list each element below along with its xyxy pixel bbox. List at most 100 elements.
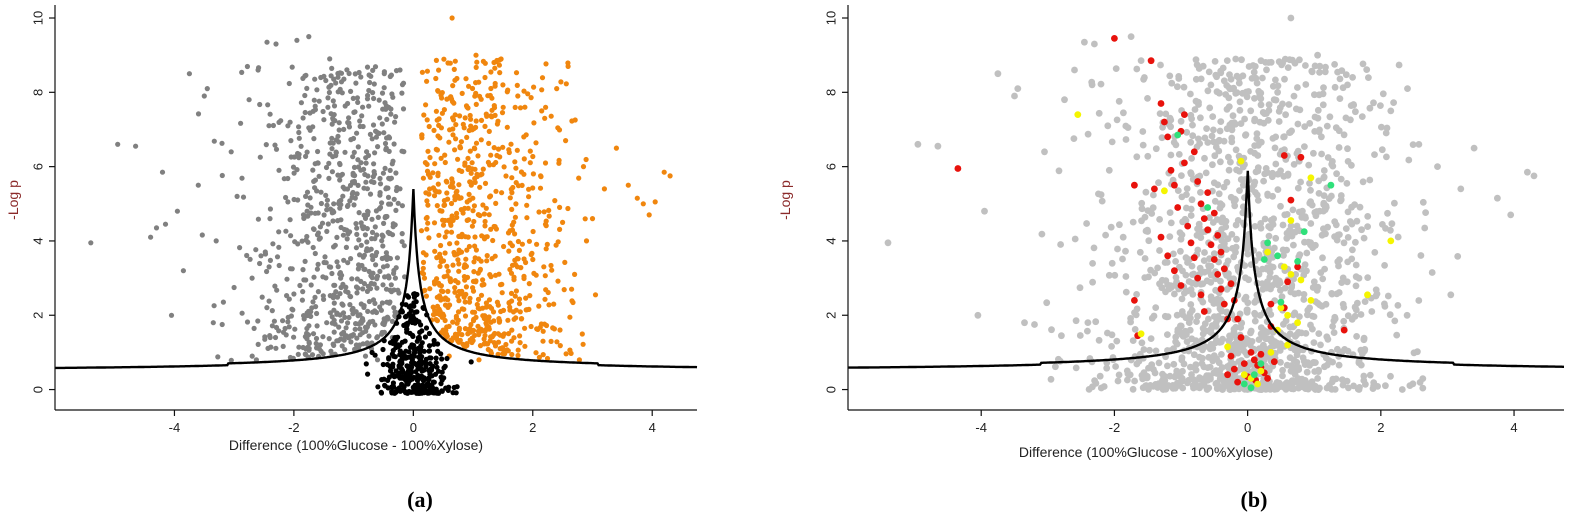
data-point — [295, 150, 301, 157]
y-tick-label: 8 — [823, 89, 838, 96]
data-point — [219, 321, 225, 328]
data-point — [402, 338, 408, 344]
data-point — [503, 173, 509, 179]
data-point — [528, 323, 534, 330]
data-point — [1244, 250, 1252, 258]
data-point — [334, 259, 340, 265]
data-point — [333, 153, 339, 159]
data-point — [1286, 354, 1294, 361]
data-point — [455, 338, 461, 344]
data-point — [1213, 88, 1221, 96]
data-point — [1206, 374, 1214, 381]
data-point — [1314, 114, 1322, 122]
data-point — [1180, 83, 1188, 91]
data-point — [1447, 291, 1455, 299]
data-point — [1302, 382, 1310, 390]
data-point — [287, 266, 294, 272]
data-point — [511, 219, 517, 225]
data-point — [563, 351, 569, 357]
data-point — [1089, 278, 1096, 286]
data-point — [667, 173, 673, 179]
data-point — [434, 117, 440, 123]
data-point — [1310, 313, 1318, 320]
data-point — [314, 232, 321, 238]
data-point — [914, 140, 922, 148]
data-point — [259, 294, 265, 300]
data-point — [372, 64, 379, 70]
data-point — [392, 275, 398, 281]
data-point — [1352, 261, 1360, 269]
data-point — [448, 96, 455, 102]
data-point — [1278, 293, 1286, 300]
data-point — [1340, 326, 1348, 334]
data-point — [211, 138, 217, 144]
data-point — [472, 179, 478, 185]
data-point — [291, 291, 297, 297]
data-point — [419, 69, 425, 75]
data-point — [469, 160, 475, 166]
data-point — [1102, 231, 1109, 239]
data-point — [397, 67, 403, 73]
data-point — [427, 186, 433, 192]
data-point — [452, 58, 458, 64]
data-point — [1217, 285, 1225, 293]
data-point — [1294, 184, 1302, 192]
data-point — [1257, 224, 1265, 232]
data-point — [572, 117, 578, 123]
data-point — [1161, 187, 1168, 195]
data-point — [450, 83, 456, 89]
data-point — [1371, 151, 1378, 159]
data-point — [367, 79, 373, 86]
data-point — [1236, 106, 1244, 114]
data-point — [555, 278, 561, 284]
data-point — [1307, 198, 1314, 206]
data-point — [344, 227, 350, 233]
data-point — [195, 182, 201, 188]
data-point — [501, 164, 507, 170]
data-point — [1174, 131, 1182, 139]
data-point — [1095, 336, 1103, 344]
data-point — [572, 271, 578, 277]
data-point — [270, 122, 276, 129]
data-point — [548, 338, 554, 344]
data-point — [1342, 225, 1350, 233]
data-point — [340, 310, 347, 316]
data-point — [426, 330, 432, 337]
data-point — [456, 268, 462, 274]
data-point — [1145, 237, 1153, 245]
data-point — [403, 355, 409, 361]
data-point — [1359, 350, 1366, 358]
data-point — [1173, 367, 1181, 375]
data-point — [363, 179, 369, 185]
data-point — [469, 85, 476, 92]
data-point — [1271, 386, 1278, 393]
data-point — [1209, 113, 1217, 120]
data-point — [1236, 98, 1244, 106]
data-point — [343, 244, 349, 250]
data-point — [482, 223, 488, 229]
data-point — [1223, 57, 1231, 64]
data-point — [1352, 238, 1359, 246]
data-point — [1282, 380, 1290, 388]
data-point — [1354, 385, 1362, 393]
data-point — [370, 67, 376, 73]
data-point — [1188, 262, 1196, 270]
data-point — [1330, 329, 1338, 336]
data-point — [524, 215, 530, 221]
y-tick-label: 10 — [30, 11, 45, 25]
data-point — [454, 214, 460, 220]
data-point — [1370, 99, 1377, 107]
data-point — [1141, 255, 1149, 262]
data-point — [1365, 74, 1372, 81]
data-point — [1124, 124, 1132, 131]
data-point — [500, 104, 506, 110]
data-point — [1081, 38, 1088, 46]
data-point — [1111, 35, 1118, 42]
data-point — [495, 351, 501, 357]
data-point — [1290, 92, 1298, 100]
data-point — [296, 155, 302, 161]
data-point — [339, 301, 345, 307]
data-point — [464, 134, 470, 140]
data-point — [249, 275, 255, 281]
